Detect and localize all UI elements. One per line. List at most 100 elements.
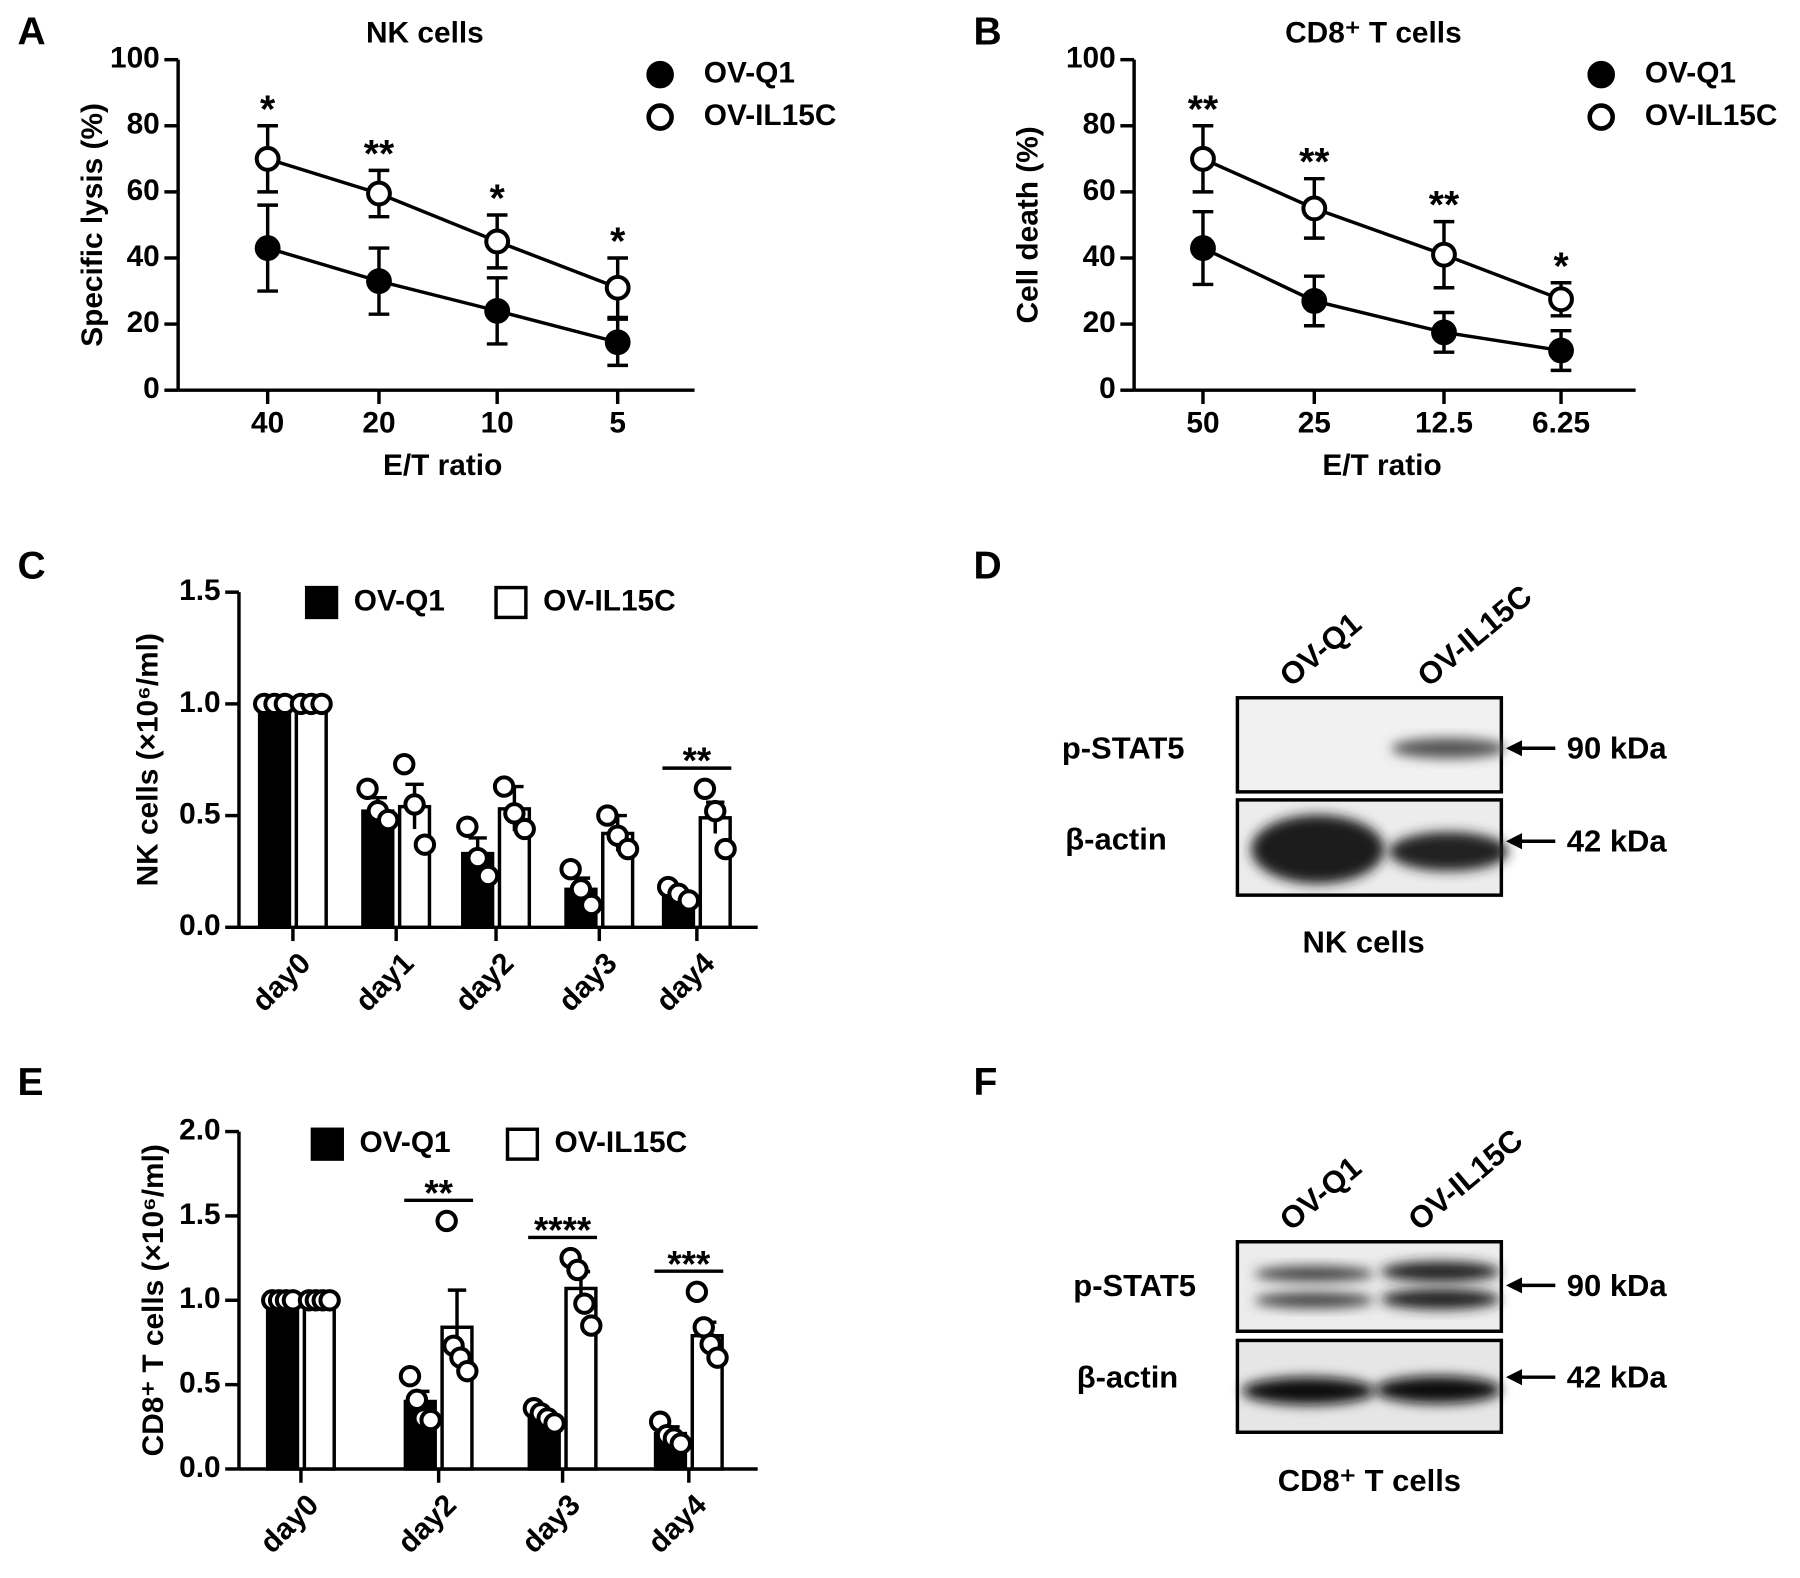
y-tick-label: 80 — [127, 108, 160, 141]
panel-label: E — [17, 1061, 43, 1104]
legend-marker — [310, 1127, 344, 1161]
significance: ** — [364, 133, 395, 176]
data-point — [1548, 286, 1574, 313]
data-point — [366, 268, 392, 295]
chart-title: NK cells — [366, 16, 484, 49]
data-point — [254, 235, 281, 261]
significance: * — [610, 221, 626, 264]
chart: A NK cells E/T ratio Specific lysis (%) 0 20 4… — [17, 11, 836, 482]
y-tick-label: 0 — [143, 372, 160, 405]
x-tick-label: day4 — [650, 946, 722, 1018]
data-point — [1190, 235, 1216, 261]
lane-label: OV-IL15C — [1401, 1122, 1529, 1237]
y-tick-label: 0.5 — [179, 1366, 220, 1399]
x-tick-label: day3 — [552, 947, 623, 1018]
size-label: 42 kDa — [1567, 1360, 1668, 1395]
legend-marker — [646, 103, 674, 131]
chart: C NK cells (×10⁶/ml) 0.0 0.5 1.0 1.5 day0 day1 d… — [17, 544, 758, 1018]
size-label: 90 kDa — [1567, 1268, 1668, 1303]
x-tick-label: day3 — [515, 1488, 586, 1559]
data-point — [1431, 319, 1457, 346]
panel-label: A — [17, 11, 45, 54]
significance: ** — [1188, 88, 1219, 131]
legend-label: OV-IL15C — [555, 1126, 688, 1159]
data-point — [398, 1364, 422, 1388]
data-point — [693, 777, 717, 800]
y-tick-label: 80 — [1083, 108, 1116, 141]
y-tick-label: 100 — [110, 42, 160, 75]
x-tick-label: 12.5 — [1415, 407, 1473, 440]
x-tick-label: 25 — [1298, 407, 1331, 440]
row-label: β-actin — [1077, 1360, 1179, 1395]
row-label: β-actin — [1065, 821, 1167, 856]
data-point — [604, 329, 631, 356]
y-tick-label: 1.0 — [179, 1282, 220, 1315]
data-point — [580, 893, 603, 917]
data-point — [616, 837, 640, 861]
blot-frame — [1235, 1240, 1504, 1333]
y-tick-label: 0.0 — [179, 1451, 220, 1484]
data-point — [566, 1258, 589, 1282]
data-point — [580, 1314, 603, 1337]
data-point — [466, 846, 489, 870]
y-tick-label: 0.0 — [179, 909, 220, 942]
data-point — [714, 837, 737, 861]
x-tick-label: 6.25 — [1532, 407, 1590, 440]
significance: * — [1553, 245, 1569, 288]
data-point — [685, 1280, 709, 1304]
significance: ** — [1429, 184, 1460, 227]
chart-title: CD8⁺ T cells — [1285, 16, 1462, 49]
band — [1391, 737, 1506, 759]
data-point — [513, 817, 536, 841]
significance: * — [260, 88, 276, 131]
band — [1380, 1288, 1501, 1310]
y-tick-label: 20 — [127, 306, 160, 339]
data-point — [405, 1388, 429, 1411]
lane-label: OV-IL15C — [1411, 578, 1539, 693]
data-point — [393, 753, 416, 776]
legend-label: OV-IL15C — [543, 584, 676, 617]
y-tick-label: 60 — [127, 174, 160, 207]
data-point — [476, 864, 500, 888]
chart: B CD8⁺ T cells E/T ratio Cell death (%) 0 20 4… — [973, 11, 1777, 482]
legend-marker — [505, 1127, 540, 1161]
y-tick-label: 0.5 — [179, 797, 220, 830]
blot-caption: NK cells — [1303, 925, 1425, 960]
legend-label: OV-Q1 — [1645, 56, 1736, 89]
panel-label: B — [973, 11, 1001, 54]
blot-d: D OV-Q1 OV-IL15C p-STAT5 β-actin 90 kDa … — [973, 544, 1667, 959]
data-point — [559, 858, 582, 881]
x-tick-label: day0 — [246, 947, 317, 1018]
series-line — [1202, 246, 1562, 353]
panel-label: F — [973, 1061, 997, 1104]
significance: * — [490, 178, 506, 221]
x-tick-label: 40 — [251, 407, 284, 440]
y-tick-label: 2.0 — [179, 1113, 220, 1146]
data-point — [596, 804, 619, 827]
data-point — [569, 878, 593, 901]
band — [1254, 1292, 1374, 1309]
data-point — [456, 1359, 479, 1383]
data-point — [1301, 195, 1328, 222]
significance: *** — [667, 1243, 711, 1284]
data-point — [419, 1408, 442, 1432]
x-tick-label: day0 — [254, 1488, 325, 1559]
legend-marker — [494, 585, 528, 620]
x-tick-label: 10 — [481, 407, 514, 440]
data-point — [403, 793, 426, 816]
y-tick-label: 40 — [127, 240, 160, 273]
series-line — [1202, 157, 1562, 301]
data-point — [484, 297, 511, 324]
bar — [294, 702, 328, 930]
data-point — [366, 180, 392, 207]
data-point — [503, 802, 526, 825]
y-axis-label: NK cells (×10⁶/ml) — [131, 633, 164, 886]
band — [1375, 1376, 1502, 1404]
arrow-head — [1505, 740, 1523, 757]
legend-label: OV-Q1 — [704, 56, 795, 89]
data-point — [484, 228, 511, 255]
blot-f: F OV-Q1 OV-IL15C p-STAT5 β-actin 90 kDa … — [973, 1061, 1667, 1498]
legend-marker — [1587, 103, 1615, 131]
bar — [257, 702, 292, 930]
bar — [698, 816, 732, 930]
